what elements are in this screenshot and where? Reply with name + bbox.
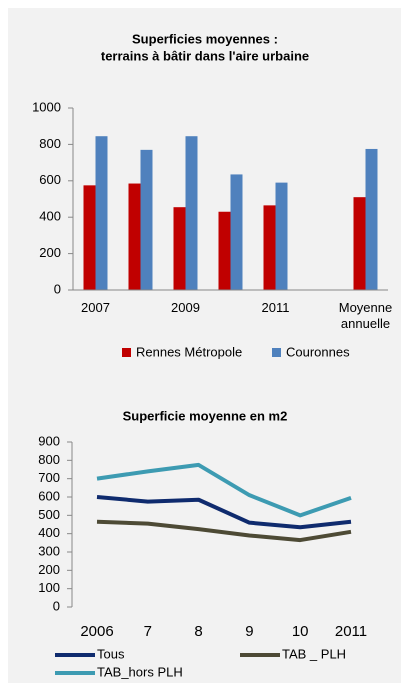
y-tick-label: 400 xyxy=(38,525,60,540)
x-tick-label: 9 xyxy=(245,623,254,640)
line xyxy=(96,519,352,543)
bar xyxy=(83,185,96,290)
bar xyxy=(95,136,108,290)
y-tick-label: 800 xyxy=(39,136,61,151)
bar xyxy=(275,182,288,290)
x-tick-label: 2009 xyxy=(171,300,200,315)
chart-title: Superficies moyennes : xyxy=(132,31,278,46)
x-tick-label: 2006 xyxy=(80,623,114,640)
line xyxy=(96,495,352,530)
bar xyxy=(173,207,186,290)
chart-title: Superficie moyenne en m2 xyxy=(123,408,288,423)
x-tick-label: 2007 xyxy=(81,300,110,315)
bar xyxy=(365,148,378,290)
legend-swatch xyxy=(122,348,131,357)
chart-title: terrains à bâtir dans l'aire urbaine xyxy=(101,48,309,63)
y-tick-label: 900 xyxy=(38,433,60,448)
legend-swatch xyxy=(272,348,281,357)
bar xyxy=(140,149,153,290)
legend-label: TAB_hors PLH xyxy=(97,664,183,679)
x-tick-label: 2011 xyxy=(261,300,290,315)
y-tick-label: 200 xyxy=(38,562,60,577)
legend-label: Couronnes xyxy=(286,344,350,359)
y-tick-label: 700 xyxy=(38,470,60,485)
y-tick-label: 600 xyxy=(38,488,60,503)
x-tick-label: 2011 xyxy=(334,623,368,640)
y-tick-label: 800 xyxy=(38,452,60,467)
x-tick-label: 8 xyxy=(194,623,203,640)
bar xyxy=(218,211,231,290)
y-tick-label: 600 xyxy=(39,172,61,187)
bar xyxy=(128,183,141,290)
bar xyxy=(263,205,276,290)
y-tick-label: 100 xyxy=(38,580,60,595)
legend-label: TAB _ PLH xyxy=(282,646,346,661)
bar xyxy=(230,174,243,290)
x-tick-label: 7 xyxy=(143,623,152,640)
x-tick-label: Moyenne annuelle xyxy=(338,300,393,331)
y-tick-label: 0 xyxy=(53,598,60,613)
y-tick-label: 200 xyxy=(39,245,61,260)
bar xyxy=(185,136,198,290)
legend-label: Rennes Métropole xyxy=(136,344,242,359)
x-tick-label: 10 xyxy=(291,623,309,640)
bar xyxy=(353,197,366,290)
y-tick-label: 0 xyxy=(54,281,61,296)
y-tick-label: 1000 xyxy=(32,99,61,114)
y-tick-label: 500 xyxy=(38,507,60,522)
y-tick-label: 300 xyxy=(38,543,60,558)
legend-label: Tous xyxy=(97,646,125,661)
line xyxy=(96,462,352,518)
y-tick-label: 400 xyxy=(39,209,61,224)
